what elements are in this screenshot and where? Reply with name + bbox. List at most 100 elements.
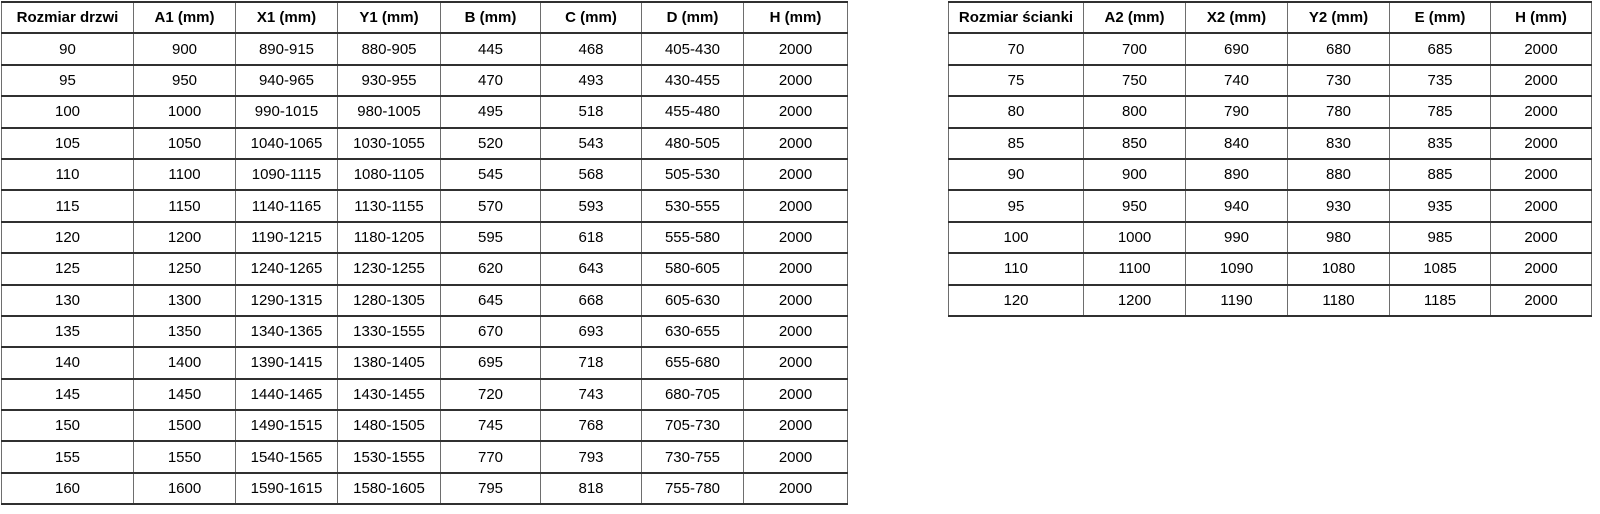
table-cell: 95 <box>948 189 1084 223</box>
table-cell: 743 <box>540 377 642 412</box>
table-cell: 940-965 <box>235 63 338 98</box>
column-header: E (mm) <box>1389 0 1491 35</box>
table-row: 90 900 890 880 885 2000 <box>948 157 1592 192</box>
table-cell: 693 <box>540 314 642 349</box>
column-header: A2 (mm) <box>1083 0 1186 35</box>
table-cell: 1130-1155 <box>337 189 441 223</box>
table-cell: 2000 <box>1490 220 1592 255</box>
table-cell: 75 <box>948 63 1084 98</box>
table-cell: 730-755 <box>641 440 744 474</box>
table-cell: 1580-1605 <box>337 471 441 506</box>
column-header: X1 (mm) <box>235 0 338 35</box>
table-cell: 643 <box>540 252 642 286</box>
table-cell: 2000 <box>1490 32 1592 66</box>
table-row: 75 750 740 730 735 2000 <box>948 63 1592 98</box>
table-cell: 780 <box>1287 95 1390 129</box>
table-cell: 668 <box>540 283 642 317</box>
table-cell: 2000 <box>743 189 848 223</box>
table-cell: 468 <box>540 32 642 66</box>
table-cell: 1490-1515 <box>235 409 338 443</box>
table-row: 135 1350 1340-1365 1330-1555 670 693 630-655 20… <box>1 314 848 349</box>
table-cell: 880 <box>1287 157 1390 192</box>
table-row: 100 1000 990 980 985 2000 <box>948 220 1592 255</box>
table-cell: 705-730 <box>641 409 744 443</box>
table-cell: 555-580 <box>641 220 744 255</box>
table-cell: 1040-1065 <box>235 126 338 160</box>
table-cell: 2000 <box>743 377 848 412</box>
table-cell: 930 <box>1287 189 1390 223</box>
table-row: 115 1150 1140-1165 1130-1155 570 593 530-555 20… <box>1 189 848 223</box>
table-cell: 2000 <box>743 220 848 255</box>
table-cell: 2000 <box>743 471 848 506</box>
table-row: 120 1200 1190-1215 1180-1205 595 618 555-580 20… <box>1 220 848 255</box>
table-cell: 95 <box>1 63 134 98</box>
table-cell: 595 <box>440 220 541 255</box>
table-cell: 80 <box>948 95 1084 129</box>
table-cell: 980 <box>1287 220 1390 255</box>
table-cell: 120 <box>948 283 1084 317</box>
table-cell: 580-605 <box>641 252 744 286</box>
door-size-table: Rozmiar drzwi A1 (mm) X1 (mm) Y1 (mm) B (mm)… <box>1 0 848 506</box>
table-cell: 1190-1215 <box>235 220 338 255</box>
table-cell: 1000 <box>133 95 236 129</box>
table-cell: 818 <box>540 471 642 506</box>
table-cell: 1250 <box>133 252 236 286</box>
table-cell: 645 <box>440 283 541 317</box>
table-cell: 630-655 <box>641 314 744 349</box>
table-cell: 543 <box>540 126 642 160</box>
table-cell: 950 <box>133 63 236 98</box>
table-cell: 70 <box>948 32 1084 66</box>
table-cell: 1100 <box>1083 252 1186 286</box>
table-cell: 2000 <box>743 157 848 192</box>
table-cell: 520 <box>440 126 541 160</box>
table-cell: 930-955 <box>337 63 441 98</box>
table-cell: 530-555 <box>641 189 744 223</box>
table-cell: 695 <box>440 346 541 380</box>
table-cell: 2000 <box>743 440 848 474</box>
table-cell: 940 <box>1185 189 1288 223</box>
table-cell: 785 <box>1389 95 1491 129</box>
column-header: H (mm) <box>743 0 848 35</box>
wall-size-table: Rozmiar ścianki A2 (mm) X2 (mm) Y2 (mm) E (m… <box>948 0 1592 317</box>
table-cell: 835 <box>1389 126 1491 160</box>
table-cell: 770 <box>440 440 541 474</box>
table-cell: 2000 <box>743 346 848 380</box>
table-cell: 1190 <box>1185 283 1288 317</box>
column-header: A1 (mm) <box>133 0 236 35</box>
table-cell: 1150 <box>133 189 236 223</box>
table-cell: 793 <box>540 440 642 474</box>
table-row: 150 1500 1490-1515 1480-1505 745 768 705-730 20… <box>1 409 848 443</box>
table-cell: 2000 <box>743 252 848 286</box>
table-cell: 1140-1165 <box>235 189 338 223</box>
table-cell: 160 <box>1 471 134 506</box>
table-cell: 100 <box>948 220 1084 255</box>
table-cell: 900 <box>1083 157 1186 192</box>
table-cell: 1100 <box>133 157 236 192</box>
table-cell: 2000 <box>1490 157 1592 192</box>
table-cell: 90 <box>948 157 1084 192</box>
table-cell: 405-430 <box>641 32 744 66</box>
table-cell: 1080 <box>1287 252 1390 286</box>
table-row: 155 1550 1540-1565 1530-1555 770 793 730-755 20… <box>1 440 848 474</box>
table-cell: 120 <box>1 220 134 255</box>
table-cell: 110 <box>948 252 1084 286</box>
table-cell: 990-1015 <box>235 95 338 129</box>
table-cell: 1340-1365 <box>235 314 338 349</box>
table-cell: 1450 <box>133 377 236 412</box>
header-row: Rozmiar ścianki A2 (mm) X2 (mm) Y2 (mm) E (m… <box>948 0 1592 35</box>
table-cell: 568 <box>540 157 642 192</box>
table-cell: 1090-1115 <box>235 157 338 192</box>
table-cell: 1400 <box>133 346 236 380</box>
table-row: 90 900 890-915 880-905 445 468 405-430 2000 <box>1 32 848 66</box>
table-cell: 495 <box>440 95 541 129</box>
table-cell: 880-905 <box>337 32 441 66</box>
table-cell: 135 <box>1 314 134 349</box>
table-cell: 593 <box>540 189 642 223</box>
table-cell: 125 <box>1 252 134 286</box>
table-cell: 690 <box>1185 32 1288 66</box>
table-cell: 1080-1105 <box>337 157 441 192</box>
table-cell: 745 <box>440 409 541 443</box>
table-cell: 1180 <box>1287 283 1390 317</box>
table-cell: 430-455 <box>641 63 744 98</box>
